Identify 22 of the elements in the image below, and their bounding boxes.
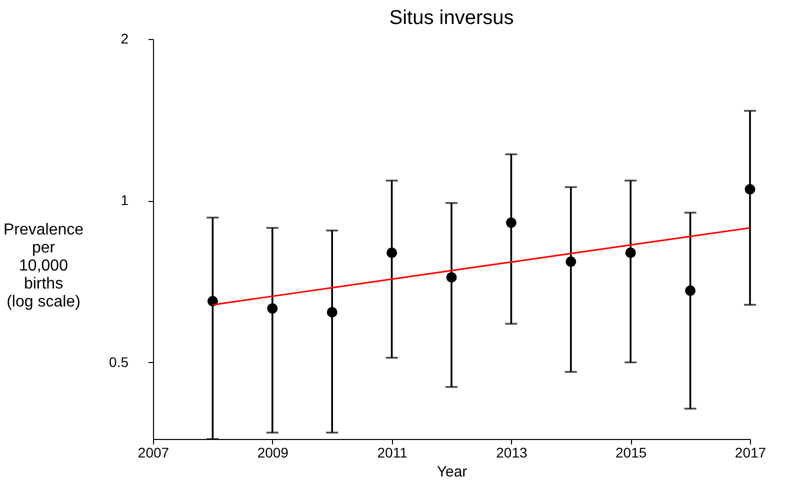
- x-tick-label: 2007: [138, 444, 170, 460]
- x-axis-title: Year: [436, 464, 468, 480]
- point: [744, 184, 756, 195]
- point: [625, 248, 636, 258]
- point: [267, 303, 278, 314]
- point: [207, 296, 218, 306]
- y-axis-title: Prevalence per 10,000 births (log scale): [3, 222, 84, 310]
- x-tick-label: 2011: [377, 444, 408, 460]
- y-tick-label: 0.5: [109, 354, 129, 370]
- x-tick-label: 2015: [616, 444, 647, 460]
- point: [386, 248, 398, 258]
- point: [685, 285, 696, 296]
- point: [446, 272, 457, 283]
- y-tick-label: 2: [120, 30, 129, 46]
- point: [566, 256, 576, 267]
- x-tick-label: 2009: [257, 444, 289, 460]
- point: [326, 306, 338, 318]
- point: [506, 217, 516, 228]
- chart-title: Situs inversus: [389, 7, 514, 29]
- x-tick-label: 2013: [496, 444, 528, 460]
- x-tick-label: 2017: [734, 444, 766, 460]
- y-tick-label: 1: [120, 192, 129, 208]
